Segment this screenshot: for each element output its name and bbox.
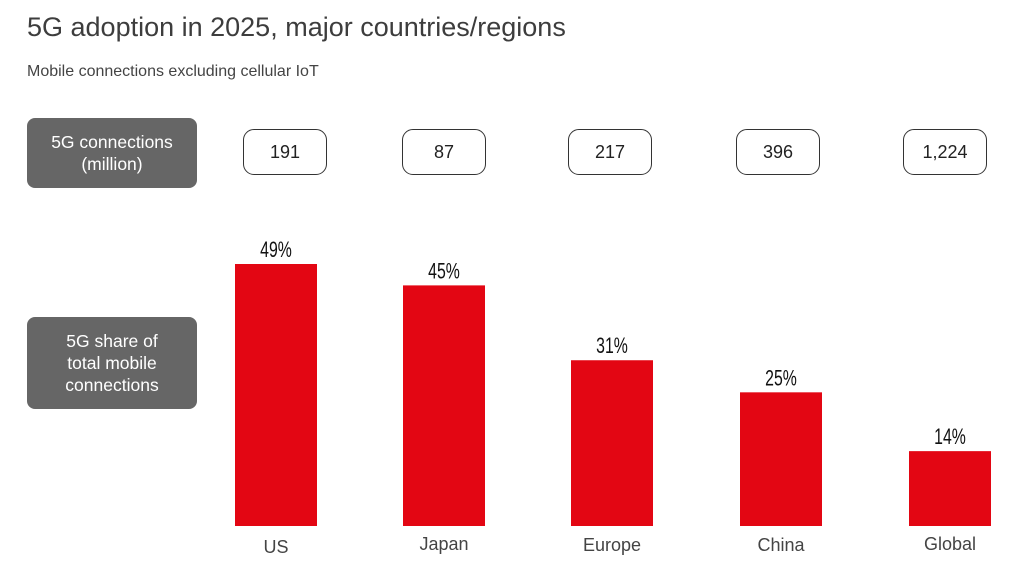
bar-japan [403, 285, 485, 526]
data-label-japan: 45% [428, 260, 460, 284]
bar-us [235, 264, 317, 526]
bar-global [909, 451, 991, 526]
category-label-japan: Japan [419, 534, 468, 554]
bar-china [740, 392, 822, 526]
connections-row-label: 5G connections (million) [27, 118, 197, 188]
connections-count-us: 191 [243, 129, 327, 175]
connections-count-global: 1,224 [903, 129, 987, 175]
category-label-us: US [263, 537, 288, 557]
data-label-europe: 31% [596, 335, 628, 359]
connections-count-japan: 87 [402, 129, 486, 175]
bar-europe [571, 360, 653, 526]
category-label-global: Global [924, 534, 976, 554]
connections-count-china: 396 [736, 129, 820, 175]
data-label-us: 49% [260, 239, 292, 263]
category-label-europe: Europe [583, 535, 641, 555]
share-row-label: 5G share of total mobile connections [27, 317, 197, 409]
chart-subtitle: Mobile connections excluding cellular Io… [27, 63, 319, 80]
data-label-china: 25% [765, 367, 797, 391]
data-label-global: 14% [934, 426, 966, 450]
chart-title: 5G adoption in 2025, major countries/reg… [27, 12, 566, 42]
category-label-china: China [757, 535, 805, 555]
connections-count-europe: 217 [568, 129, 652, 175]
